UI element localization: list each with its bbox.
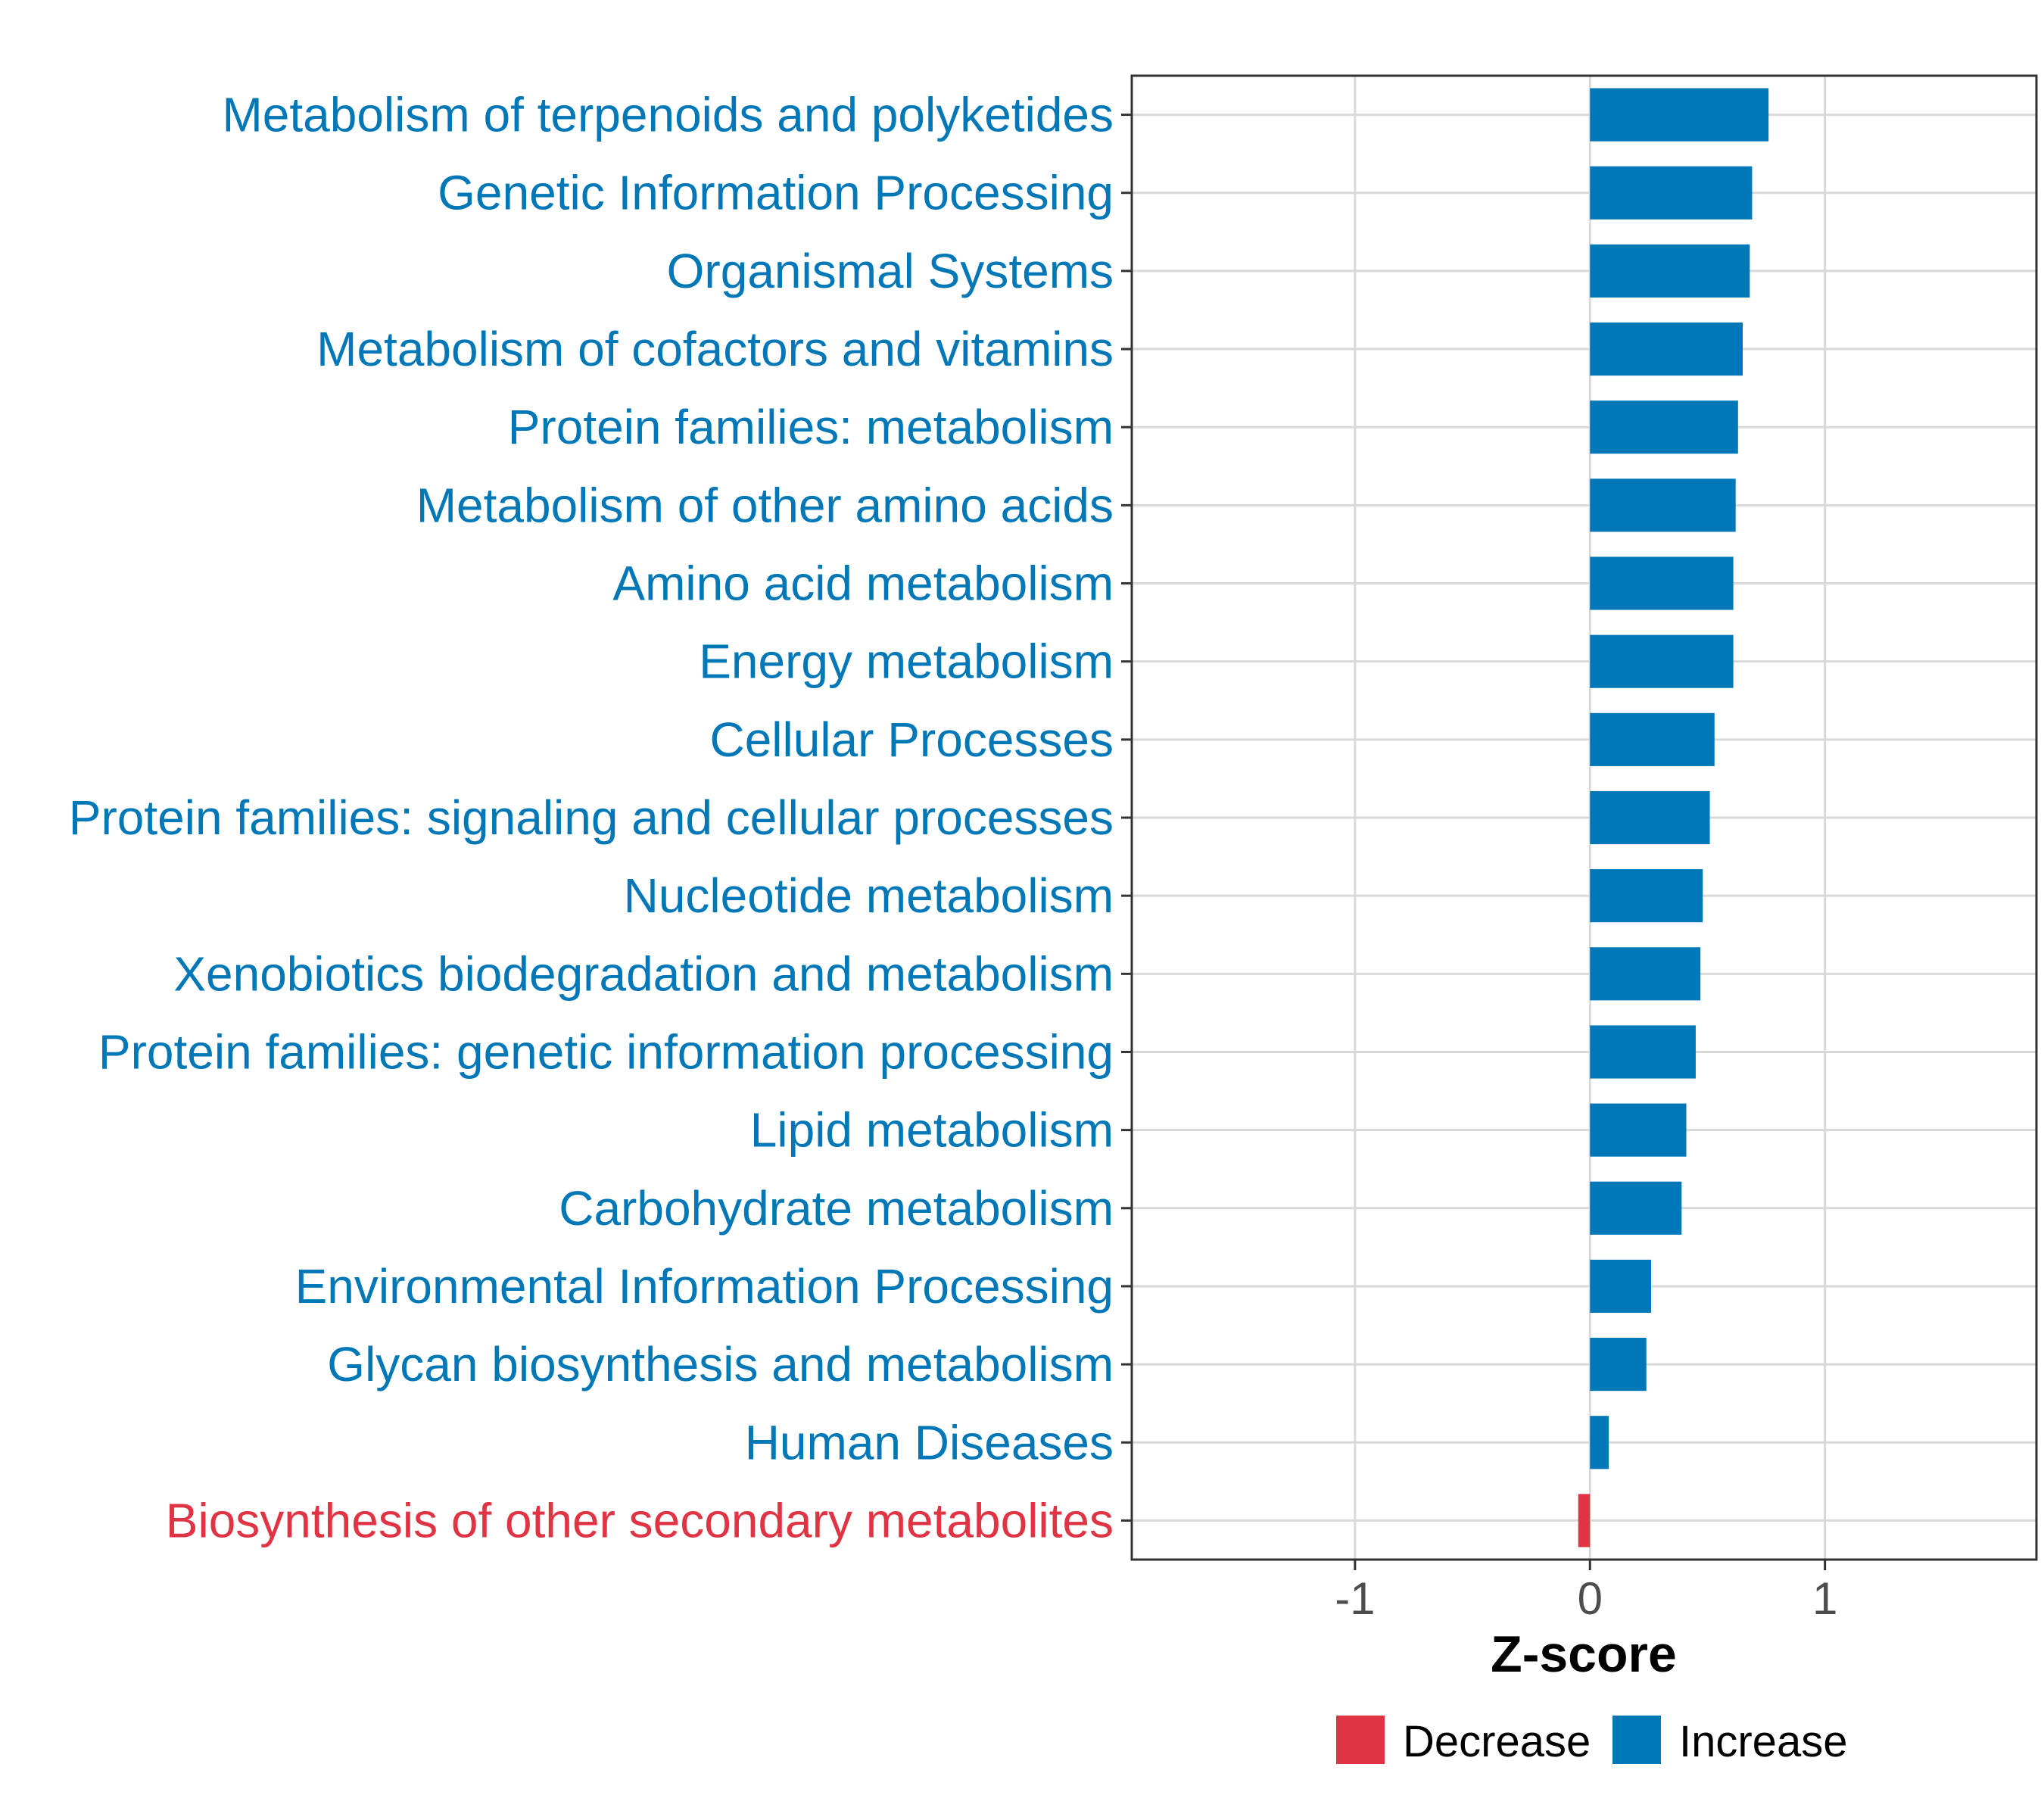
category-label: Metabolism of other amino acids bbox=[416, 478, 1114, 532]
category-label: Genetic Information Processing bbox=[438, 166, 1114, 220]
legend: Decrease Increase bbox=[1336, 1716, 1847, 1766]
bars bbox=[1578, 88, 1769, 1547]
y-axis-ticks bbox=[1121, 114, 1132, 1522]
y-axis-labels: Metabolism of terpenoids and polyketides… bbox=[69, 88, 1114, 1548]
bar-16 bbox=[1590, 1338, 1647, 1392]
bar-17 bbox=[1590, 1416, 1609, 1469]
category-label: Lipid metabolism bbox=[750, 1103, 1114, 1158]
bar-8 bbox=[1590, 712, 1715, 766]
x-axis-labels: -1 0 1 bbox=[1335, 1573, 1837, 1624]
bar-6 bbox=[1590, 556, 1734, 610]
bar-7 bbox=[1590, 634, 1734, 688]
category-label: Cellular Processes bbox=[709, 712, 1114, 767]
category-label: Amino acid metabolism bbox=[612, 556, 1114, 611]
category-label: Biosynthesis of other secondary metaboli… bbox=[166, 1493, 1114, 1547]
bar-15 bbox=[1590, 1259, 1651, 1314]
bar-9 bbox=[1590, 790, 1710, 845]
bar-14 bbox=[1590, 1181, 1682, 1235]
category-label: Glycan biosynthesis and metabolism bbox=[327, 1337, 1114, 1392]
bar-18 bbox=[1578, 1494, 1591, 1547]
category-label: Nucleotide metabolism bbox=[624, 868, 1114, 923]
category-label: Xenobiotics biodegradation and metabolis… bbox=[173, 946, 1114, 1001]
category-label: Environmental Information Processing bbox=[295, 1259, 1114, 1314]
x-tick-label: 1 bbox=[1812, 1573, 1837, 1624]
x-axis-title: Z-score bbox=[1491, 1625, 1677, 1683]
legend-swatch-decrease bbox=[1336, 1716, 1385, 1764]
bar-12 bbox=[1590, 1025, 1696, 1079]
category-label: Protein families: metabolism bbox=[508, 400, 1114, 454]
bar-3 bbox=[1590, 322, 1743, 376]
legend-swatch-increase bbox=[1612, 1716, 1661, 1764]
bar-5 bbox=[1590, 478, 1736, 532]
category-label: Energy metabolism bbox=[699, 634, 1114, 689]
category-label: Protein families: signaling and cellular… bbox=[69, 790, 1114, 845]
category-label: Protein families: genetic information pr… bbox=[98, 1024, 1114, 1079]
bar-13 bbox=[1590, 1103, 1687, 1157]
legend-label: Increase bbox=[1679, 1717, 1847, 1766]
category-label: Human Diseases bbox=[745, 1415, 1114, 1469]
category-label: Metabolism of cofactors and vitamins bbox=[316, 322, 1114, 376]
category-label: Carbohydrate metabolism bbox=[559, 1181, 1114, 1236]
x-tick-label: -1 bbox=[1335, 1573, 1375, 1624]
category-label: Metabolism of terpenoids and polyketides bbox=[222, 88, 1114, 142]
category-label: Organismal Systems bbox=[667, 244, 1114, 298]
bar-11 bbox=[1590, 947, 1701, 1001]
bar-2 bbox=[1590, 244, 1750, 298]
bar-4 bbox=[1590, 400, 1738, 454]
bar-0 bbox=[1590, 88, 1769, 142]
legend-label: Decrease bbox=[1403, 1717, 1591, 1766]
bar-1 bbox=[1590, 166, 1753, 220]
bar-10 bbox=[1590, 869, 1703, 923]
x-axis-ticks bbox=[1354, 1560, 1827, 1570]
x-tick-label: 0 bbox=[1578, 1573, 1603, 1624]
